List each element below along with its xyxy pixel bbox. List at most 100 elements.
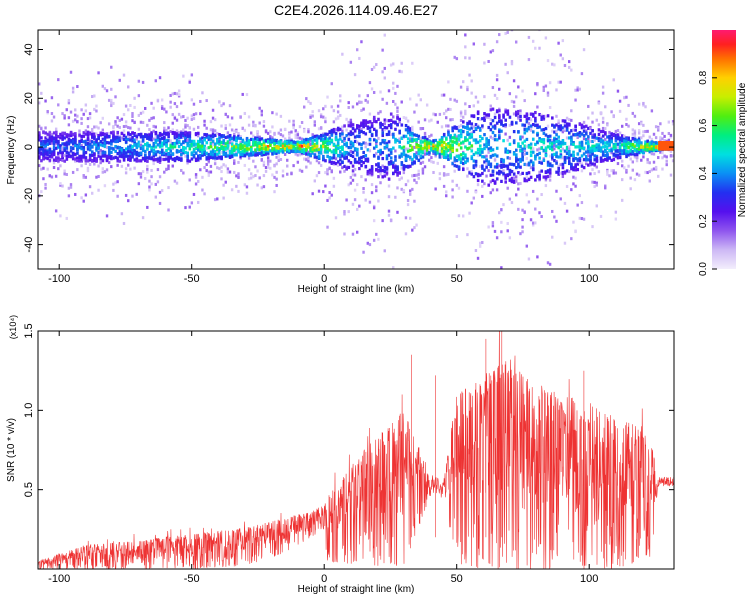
spectrogram-cell — [173, 133, 177, 138]
snr-x-ticks: -100 -50 0 50 100 — [48, 331, 598, 585]
spectrogram-cell — [330, 193, 333, 197]
spectrogram-cell — [150, 134, 153, 138]
spectrogram-cell — [423, 146, 427, 150]
spectrogram-cell — [250, 172, 253, 176]
spectrogram-cell — [529, 159, 533, 163]
spectrogram-cell — [258, 151, 262, 156]
spectrogram-cell — [523, 149, 526, 153]
spectrogram-cell — [419, 140, 423, 144]
spectrogram-cell — [343, 169, 346, 173]
spectrogram-cell — [633, 153, 637, 157]
spectrogram-cell — [504, 118, 507, 122]
spectrogram-cell — [650, 168, 654, 172]
spectrogram-cell — [440, 136, 444, 140]
spectrogram-cell — [515, 175, 518, 179]
spectrogram-cell — [377, 237, 380, 241]
spectrogram-cell — [610, 139, 613, 143]
spectrogram-cell — [101, 84, 104, 88]
spectrogram-cell — [71, 170, 75, 174]
spectrogram-cell — [167, 132, 170, 136]
spectrogram-cell — [474, 138, 478, 142]
spectrogram-cell — [351, 150, 355, 154]
spectrogram-cell — [52, 147, 56, 152]
spectrogram-cell — [529, 150, 533, 154]
spectrogram-cell — [381, 48, 384, 52]
spectrogram-cell — [542, 116, 546, 120]
spectrogram-cell — [54, 133, 58, 137]
spectrogram-cell — [224, 126, 227, 130]
spectrogram-cell — [563, 129, 567, 133]
spectrogram-cell — [366, 94, 369, 98]
spectrogram-cell — [591, 135, 594, 139]
spectrogram-cell — [398, 69, 401, 73]
spectrogram-cell — [156, 134, 160, 139]
spectrogram-cell — [262, 120, 266, 124]
spectrogram-cell — [483, 95, 486, 99]
spectrogram-cell — [319, 137, 323, 141]
spectrogram-cell — [464, 160, 467, 165]
spectrogram-cell — [428, 152, 431, 156]
spectrogram-cell — [406, 128, 410, 132]
spectrogram-cell — [500, 170, 503, 174]
spectrogram-cell — [553, 138, 556, 142]
spectrogram-cell — [372, 90, 376, 94]
spectrogram-cell — [372, 146, 376, 150]
spectrogram-cell — [534, 221, 537, 225]
spectrogram-cell — [133, 96, 136, 100]
spectrogram-cell — [222, 145, 226, 149]
spectrogram-cell — [616, 136, 620, 140]
spectrogram-cell — [71, 132, 75, 136]
spectrogram-cell — [540, 169, 544, 173]
spectrogram-cell — [375, 63, 378, 67]
spectrogram-cell — [186, 155, 189, 159]
spectrogram-cell — [351, 232, 355, 236]
spectrogram-cell — [254, 148, 257, 152]
spectrogram-cell — [557, 155, 560, 159]
spectrogram-cell — [489, 108, 493, 112]
spectrogram-cell — [298, 151, 302, 155]
spectrogram-cell — [192, 147, 196, 152]
spectrogram-cell — [311, 133, 314, 137]
spectrogram-cell — [42, 150, 45, 154]
spectrogram-cell — [521, 141, 524, 145]
spectrogram-cell — [80, 154, 83, 158]
spectrogram-cell — [370, 166, 374, 171]
spectrogram-cell — [228, 104, 232, 108]
spectrogram-cell — [186, 132, 189, 137]
spectrogram-cell — [173, 179, 177, 183]
spectrogram-cell — [381, 138, 385, 143]
spectrogram-cell — [468, 135, 471, 140]
spectrogram-cell — [440, 140, 444, 144]
spectrogram-cell — [366, 125, 370, 129]
spectrogram-cell — [442, 152, 446, 156]
spectrogram-cell — [621, 134, 624, 138]
spectrogram-cell — [536, 125, 539, 130]
spectrogram-cell — [328, 142, 332, 146]
spectrogram-cell — [275, 162, 278, 166]
spectrogram-cell — [489, 50, 492, 54]
spectrogram-cell — [328, 160, 332, 164]
spectrogram-cell — [262, 150, 266, 155]
spectrogram-cell — [375, 167, 378, 172]
spectrogram-cell — [103, 170, 107, 174]
spectrogram-cell — [428, 135, 431, 139]
spectrogram-cell — [260, 186, 263, 190]
spectrogram-cell — [587, 140, 590, 144]
spectrogram-cell — [288, 140, 291, 144]
spectrogram-cell — [591, 139, 594, 144]
spectrogram-cell — [135, 192, 138, 196]
spectrogram-cell — [652, 142, 656, 146]
spectrogram-cell — [527, 35, 531, 39]
spectrogram-cell — [606, 135, 609, 139]
spectrogram-cell — [625, 152, 628, 156]
spectrogram-cell — [568, 145, 571, 149]
spectrogram-cell — [366, 169, 370, 174]
spectrogram-cell — [466, 189, 469, 193]
spectrogram-cell — [521, 152, 524, 156]
spectrogram-cell — [131, 112, 134, 116]
spectrogram-cell — [529, 166, 533, 170]
spectrogram-cell — [258, 140, 262, 144]
spectrogram-cell — [451, 126, 454, 130]
spectrogram-cell — [330, 82, 333, 86]
spectrogram-cell — [599, 136, 603, 140]
